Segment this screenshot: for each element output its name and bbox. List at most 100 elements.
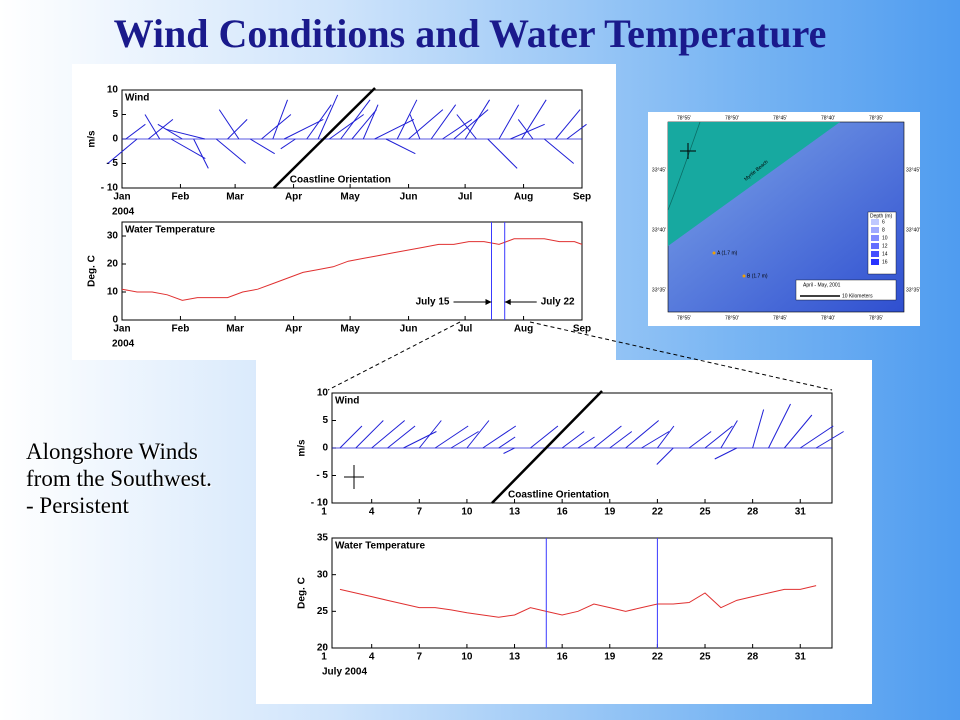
- wind-stick: [714, 447, 737, 460]
- wind-stick: [768, 403, 791, 449]
- x-tick-label: Apr: [285, 192, 302, 203]
- x-tick-label: 19: [604, 507, 616, 518]
- x-tick-label: 25: [699, 507, 711, 518]
- arrow-head: [485, 299, 492, 305]
- x-tick-label: Jul: [458, 324, 473, 335]
- x-tick-label: 1: [321, 652, 327, 663]
- wind-stick: [434, 425, 469, 449]
- y-axis-label: Deg. C: [297, 577, 308, 609]
- map-lon-label: 78°55': [677, 115, 691, 121]
- wind-stick: [625, 420, 659, 449]
- wind-stick: [453, 109, 489, 140]
- map-depth-label: 8: [882, 227, 885, 233]
- wind-stick: [466, 420, 490, 449]
- panel: [256, 360, 872, 704]
- map-lat-label: 33°45': [652, 167, 666, 173]
- x-tick-label: Jan: [113, 192, 130, 203]
- side-line: - Persistent: [26, 493, 129, 518]
- wind-stick: [799, 425, 834, 449]
- map-lat-label: 33°45': [906, 167, 920, 173]
- map-station: [712, 251, 716, 255]
- wind-stick: [482, 425, 517, 449]
- wind-stick: [498, 436, 516, 449]
- y-tick-label: 10: [107, 287, 119, 298]
- x-tick-label: 1: [321, 507, 327, 518]
- wind-stick: [227, 119, 248, 140]
- wind-stick: [656, 425, 675, 449]
- wind-stick: [418, 420, 442, 449]
- wind-stick: [464, 99, 491, 140]
- y-tick-label: 20: [107, 259, 119, 270]
- plot-area: [331, 537, 833, 649]
- wind-stick: [107, 138, 138, 164]
- map-lat-label: 33°40': [906, 227, 920, 233]
- wind-stick: [125, 123, 146, 140]
- coastline-label: Coastline Orientation: [508, 490, 609, 501]
- x-tick-label: 13: [509, 652, 521, 663]
- map-lon-label: 78°45': [773, 315, 787, 321]
- x-axis-label: 2004: [112, 207, 135, 218]
- y-tick-label: 0: [112, 134, 118, 145]
- x-tick-label: Sep: [573, 192, 591, 203]
- y-tick-label: 10: [107, 85, 119, 96]
- map-compass: [680, 143, 696, 159]
- x-tick-label: 25: [699, 652, 711, 663]
- y-tick-label: 0: [112, 315, 118, 326]
- x-tick-label: Jun: [400, 192, 418, 203]
- x-tick-label: 13: [509, 507, 521, 518]
- wind-stick: [340, 99, 371, 140]
- wind-stick: [157, 123, 183, 140]
- wind-stick: [517, 119, 534, 140]
- wind-stick: [355, 420, 384, 449]
- x-tick-label: 16: [557, 507, 569, 518]
- map-label: 10 Kilometers: [842, 293, 873, 299]
- y-axis-label: m/s: [87, 130, 98, 148]
- wind-stick: [752, 409, 765, 449]
- x-axis-label: July 2004: [322, 667, 367, 678]
- map-label: B (1.7 m): [747, 273, 768, 279]
- subplot-title: Wind: [335, 396, 359, 407]
- wind-stick: [385, 138, 416, 155]
- x-tick-label: 4: [369, 652, 375, 663]
- wind-stick: [498, 104, 520, 140]
- map-depth-swatch: [871, 259, 879, 265]
- x-tick-label: Apr: [285, 324, 302, 335]
- x-tick-label: Mar: [226, 192, 244, 203]
- y-tick-label: - 5: [316, 470, 328, 481]
- x-tick-label: 19: [604, 652, 616, 663]
- wind-stick: [396, 99, 418, 140]
- y-tick-label: 5: [322, 415, 328, 426]
- map-depth-swatch: [871, 219, 879, 225]
- side-line: Alongshore Winds from the Southwest.: [26, 439, 212, 491]
- map-lon-label: 78°50': [725, 115, 739, 121]
- x-tick-label: Sep: [573, 324, 591, 335]
- wind-stick: [503, 447, 515, 454]
- wind-stick: [408, 109, 444, 140]
- x-tick-label: Jan: [113, 324, 130, 335]
- y-tick-label: 30: [107, 231, 119, 242]
- wind-stick: [374, 118, 415, 140]
- wind-stick: [430, 104, 457, 140]
- date-annotation: July 15: [416, 297, 450, 308]
- subplot-title: Wind: [125, 93, 149, 104]
- map-depth-label: 12: [882, 243, 888, 249]
- coastline-label: Coastline Orientation: [290, 175, 391, 186]
- wind-stick: [215, 138, 246, 164]
- subplot-title: Water Temperature: [335, 541, 425, 552]
- map-lon-label: 78°50': [725, 315, 739, 321]
- y-tick-label: 25: [317, 606, 329, 617]
- x-tick-label: 4: [369, 507, 375, 518]
- wind-stick: [249, 138, 275, 155]
- temperature-line: [339, 585, 817, 618]
- x-tick-label: 10: [461, 652, 473, 663]
- wind-stick: [530, 425, 559, 449]
- wind-stick: [306, 104, 332, 140]
- map-road: [667, 121, 701, 211]
- temperature-line: [121, 238, 583, 301]
- wind-stick: [487, 138, 518, 169]
- wind-stick: [165, 128, 206, 140]
- wind-stick: [280, 138, 296, 150]
